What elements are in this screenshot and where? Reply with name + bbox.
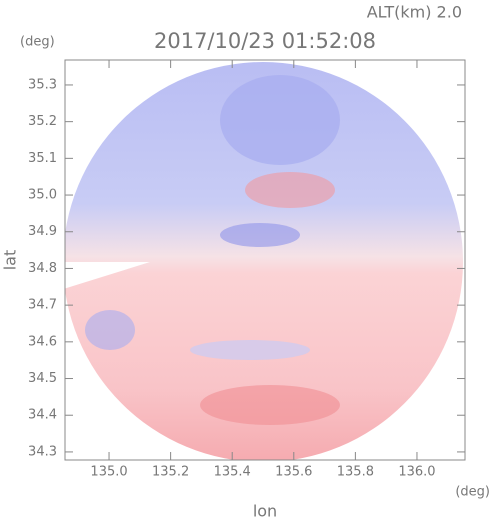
y-tick-label: 35.1 bbox=[28, 151, 57, 166]
plot-frame bbox=[64, 59, 466, 461]
y-tick-label: 34.7 bbox=[28, 298, 57, 313]
x-unit: (deg) bbox=[455, 485, 490, 500]
y-axis-label: lat bbox=[1, 250, 20, 271]
y-tick-label: 34.5 bbox=[28, 371, 57, 386]
x-axis-label: lon bbox=[253, 502, 277, 521]
x-tick-label: 135.2 bbox=[152, 465, 189, 480]
y-tick-label: 34.8 bbox=[28, 261, 57, 276]
x-tick-label: 135.8 bbox=[337, 465, 374, 480]
y-tick-label: 35.0 bbox=[28, 188, 57, 203]
y-tick-label: 34.3 bbox=[28, 444, 57, 459]
x-tick-label: 135.4 bbox=[214, 465, 251, 480]
y-unit: (deg) bbox=[20, 35, 55, 50]
radar-field bbox=[65, 62, 463, 460]
y-tick-label: 34.9 bbox=[28, 224, 57, 239]
chart-title: 2017/10/23 01:52:08 bbox=[154, 29, 376, 53]
x-tick-label: 135.0 bbox=[90, 465, 127, 480]
altitude-label: ALT(km) 2.0 bbox=[367, 3, 462, 22]
y-tick-label: 35.3 bbox=[28, 77, 57, 92]
y-tick-label: 34.6 bbox=[28, 334, 57, 349]
y-tick-label: 35.2 bbox=[28, 114, 57, 129]
x-tick-label: 136.0 bbox=[398, 465, 435, 480]
y-tick-label: 34.4 bbox=[28, 408, 57, 423]
x-tick-label: 135.6 bbox=[275, 465, 312, 480]
